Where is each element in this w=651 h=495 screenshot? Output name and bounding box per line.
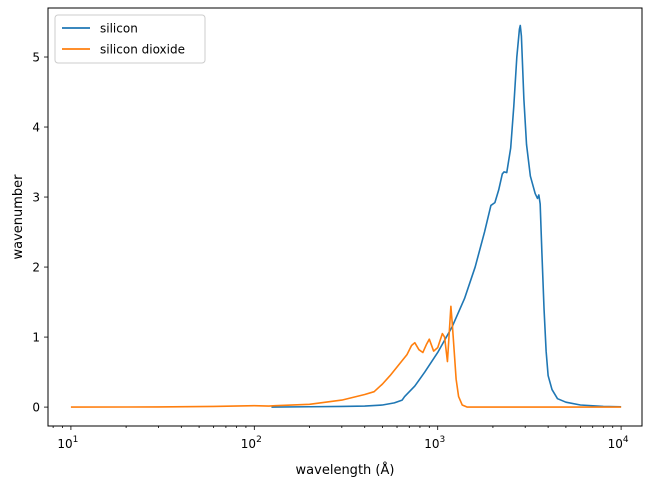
y-tick-label: 5: [32, 51, 40, 65]
x-axis-label: wavelength (Å): [296, 462, 395, 478]
series-layer: [70, 24, 622, 408]
x-tick-exponent: 3: [439, 435, 445, 445]
x-tick-base: 10: [241, 437, 256, 451]
x-tick-base: 10: [608, 437, 623, 451]
y-tick-label: 0: [32, 401, 40, 415]
legend-label: silicon: [100, 22, 138, 36]
x-tick-label: 104: [608, 435, 629, 451]
x-axis: 101 102 103 104: [52, 426, 629, 451]
x-tick-exponent: 2: [256, 435, 262, 445]
x-tick-label: 102: [241, 435, 262, 451]
legend-label: silicon dioxide: [100, 43, 185, 57]
series-line-2: [70, 305, 622, 408]
x-tick-base: 10: [424, 437, 439, 451]
x-tick-exponent: 1: [73, 435, 79, 445]
y-axis: 0 1 2 3 4 5: [32, 51, 48, 415]
x-tick-exponent: 4: [623, 435, 629, 445]
x-tick-label: 103: [424, 435, 445, 451]
y-tick-label: 1: [32, 331, 40, 345]
legend: silicon silicon dioxide: [54, 14, 206, 64]
y-tick-label: 3: [32, 191, 40, 205]
y-tick-label: 2: [32, 261, 40, 275]
axes-frame: [47, 7, 643, 427]
legend-box: [54, 14, 206, 64]
x-tick-base: 10: [57, 437, 72, 451]
x-tick-label: 101: [57, 435, 78, 451]
y-tick-label: 4: [32, 121, 40, 135]
y-axis-label: wavenumber: [11, 174, 26, 260]
series-line-1: [271, 24, 622, 408]
